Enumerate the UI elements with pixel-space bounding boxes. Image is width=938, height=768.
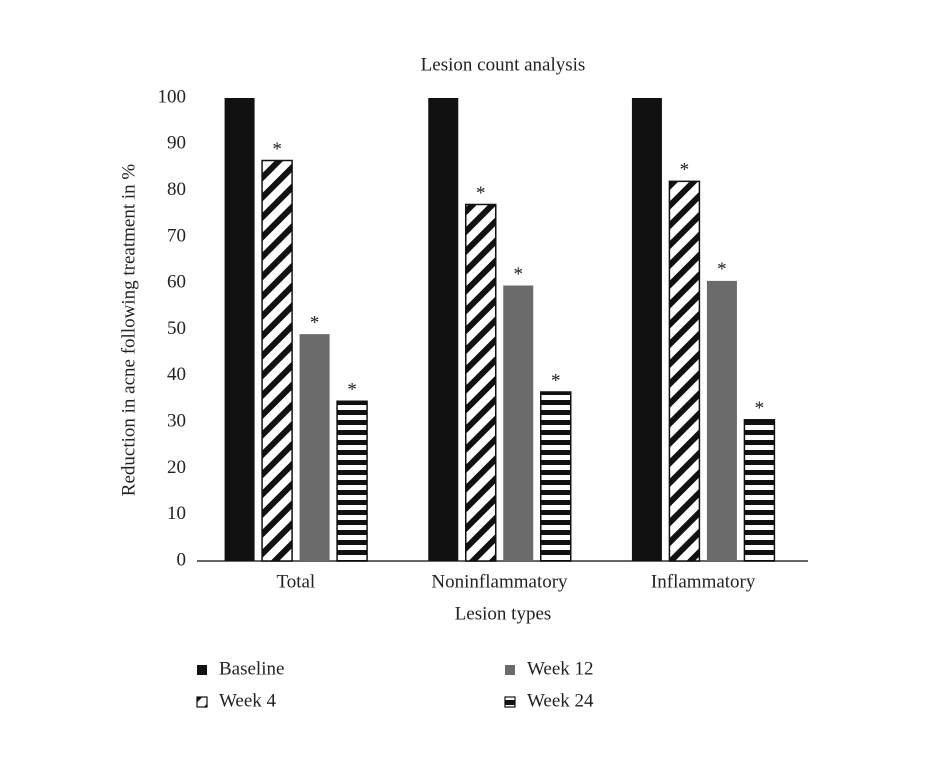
x-tick-label: Inflammatory bbox=[651, 571, 756, 592]
chart-title: Lesion count analysis bbox=[421, 54, 586, 75]
bar-annotation: * bbox=[680, 160, 690, 181]
bar bbox=[465, 203, 497, 562]
bar-annotation: * bbox=[755, 398, 765, 419]
bar bbox=[261, 159, 293, 562]
y-tick-label: 40 bbox=[167, 364, 186, 385]
bar-annotation: * bbox=[310, 312, 320, 333]
x-tick-label: Noninflammatory bbox=[431, 571, 568, 592]
y-tick-label: 70 bbox=[167, 225, 186, 246]
legend-swatch bbox=[197, 665, 207, 675]
y-tick-label: 10 bbox=[167, 503, 186, 524]
legend-label: Week 4 bbox=[219, 690, 277, 711]
x-axis-title: Lesion types bbox=[455, 603, 552, 624]
y-tick-label: 90 bbox=[167, 133, 186, 154]
bar-annotation: * bbox=[717, 259, 727, 280]
legend-swatch bbox=[504, 696, 516, 708]
bar bbox=[706, 280, 737, 561]
bar bbox=[428, 98, 459, 561]
bar bbox=[668, 180, 701, 562]
bar bbox=[503, 285, 534, 561]
legend-label: Week 12 bbox=[527, 658, 594, 679]
y-tick-label: 100 bbox=[158, 86, 187, 107]
bar-annotation: * bbox=[476, 183, 486, 204]
bar bbox=[631, 98, 662, 561]
bar bbox=[336, 400, 368, 562]
bar bbox=[540, 391, 572, 562]
bar bbox=[299, 334, 330, 561]
legend-label: Baseline bbox=[219, 658, 284, 679]
y-tick-label: 80 bbox=[167, 179, 186, 200]
legend-swatch bbox=[505, 665, 515, 675]
y-tick-label: 30 bbox=[167, 410, 186, 431]
y-tick-label: 50 bbox=[167, 318, 186, 339]
y-tick-label: 0 bbox=[177, 549, 187, 570]
bar bbox=[224, 98, 255, 561]
bar bbox=[743, 419, 776, 562]
y-tick-label: 20 bbox=[167, 457, 186, 478]
legend-swatch bbox=[196, 696, 208, 708]
y-tick-label: 60 bbox=[167, 272, 186, 293]
bar-annotation: * bbox=[272, 139, 282, 160]
x-tick-label: Total bbox=[276, 571, 315, 592]
bar-annotation: * bbox=[514, 264, 524, 285]
bar-annotation: * bbox=[551, 370, 561, 391]
legend-label: Week 24 bbox=[527, 690, 594, 711]
y-axis-title: Reduction in acne following treatment in… bbox=[118, 164, 139, 497]
bar-annotation: * bbox=[347, 380, 357, 401]
